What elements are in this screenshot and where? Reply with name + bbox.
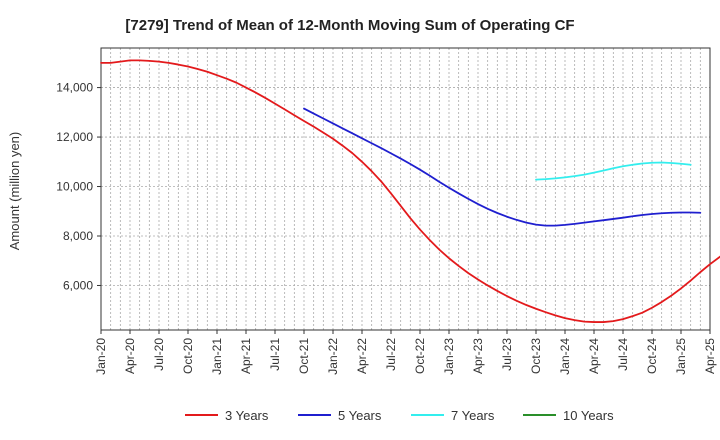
legend: 3 Years 5 Years 7 Years 10 Years	[185, 408, 614, 423]
series-line-5-years	[303, 107, 702, 227]
x-tick-label: Jul-23	[500, 338, 514, 371]
legend-label-10-years: 10 Years	[563, 408, 614, 423]
y-tick-label: 12,000	[56, 130, 93, 144]
y-axis-ticks: 6,000 8,000 10,000 12,000 14,000	[56, 81, 101, 292]
x-tick-label: Apr-25	[703, 338, 717, 374]
x-tick-label: Apr-20	[123, 338, 137, 374]
x-tick-label: Jul-21	[268, 338, 282, 371]
x-tick-label: Jul-22	[384, 338, 398, 371]
series-line-7-years	[535, 161, 692, 181]
legend-label-3-years: 3 Years	[225, 408, 269, 423]
y-tick-label: 6,000	[63, 278, 93, 292]
x-tick-label: Jan-24	[558, 338, 572, 375]
x-tick-label: Oct-20	[181, 338, 195, 374]
plot-area	[100, 47, 711, 331]
x-tick-label: Oct-23	[529, 338, 543, 374]
x-tick-label: Oct-21	[297, 338, 311, 374]
x-tick-label: Apr-24	[587, 338, 601, 374]
series-line-3-years	[100, 59, 720, 323]
y-tick-label: 8,000	[63, 229, 93, 243]
x-tick-label: Oct-22	[413, 338, 427, 374]
chart-title: [7279] Trend of Mean of 12-Month Moving …	[125, 17, 574, 34]
series-lines	[100, 59, 720, 323]
x-tick-label: Jul-20	[152, 338, 166, 371]
grid-lines	[101, 48, 710, 330]
x-tick-label: Apr-23	[471, 338, 485, 374]
x-tick-label: Jan-20	[94, 338, 108, 375]
y-tick-label: 10,000	[56, 180, 93, 194]
x-tick-label: Jan-25	[674, 338, 688, 375]
x-tick-label: Jul-24	[616, 338, 630, 371]
x-tick-label: Jan-22	[326, 338, 340, 375]
x-tick-label: Apr-21	[239, 338, 253, 374]
legend-label-7-years: 7 Years	[451, 408, 495, 423]
x-tick-label: Apr-22	[355, 338, 369, 374]
x-tick-label: Jan-23	[442, 338, 456, 375]
x-axis-ticks: Jan-20 Apr-20 Jul-20 Oct-20 Jan-21 Apr-21 Jul-…	[94, 330, 717, 375]
y-tick-label: 14,000	[56, 81, 93, 95]
y-axis-label: Amount (million yen)	[7, 132, 22, 251]
legend-label-5-years: 5 Years	[338, 408, 382, 423]
x-tick-label: Oct-24	[645, 338, 659, 374]
x-tick-label: Jan-21	[210, 338, 224, 375]
